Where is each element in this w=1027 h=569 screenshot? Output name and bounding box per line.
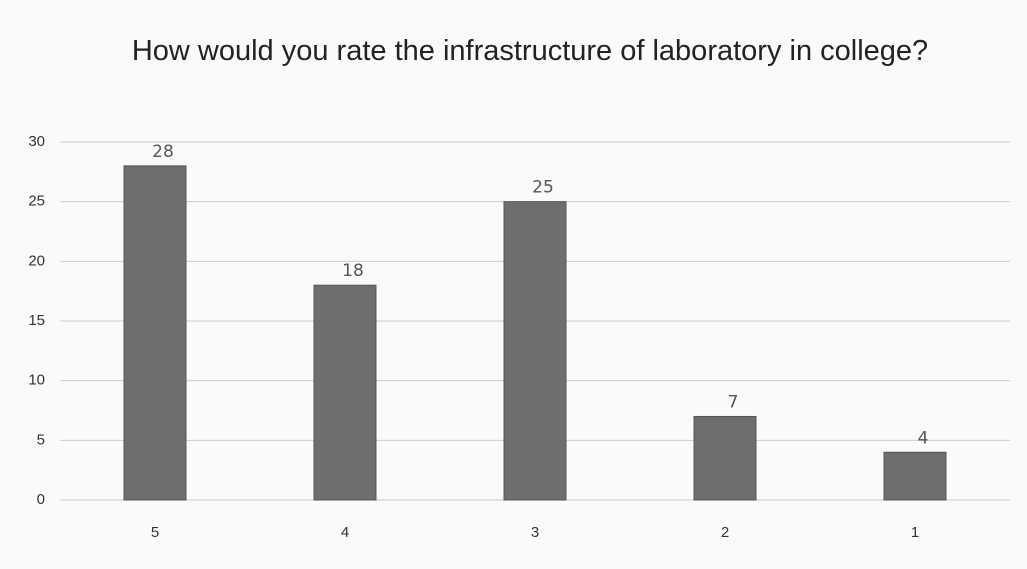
- x-tick-label: 5: [151, 524, 159, 541]
- y-tick-label: 0: [37, 491, 45, 508]
- bar: [313, 284, 377, 501]
- bar: [123, 165, 187, 501]
- y-tick-label: 20: [28, 252, 45, 269]
- data-label: 4: [918, 428, 929, 448]
- x-tick-label: 1: [911, 524, 919, 541]
- bar: [883, 451, 947, 501]
- data-label: 28: [152, 142, 174, 162]
- bar: [693, 415, 757, 501]
- x-tick-label: 2: [721, 524, 729, 541]
- y-tick-label: 15: [28, 312, 45, 329]
- y-tick-label: 30: [28, 133, 45, 150]
- bar: [503, 201, 567, 501]
- x-tick-label: 3: [531, 524, 539, 541]
- data-label: 7: [728, 392, 739, 412]
- y-tick-label: 10: [28, 372, 45, 389]
- y-tick-label: 25: [28, 193, 45, 210]
- chart-title: How would you rate the infrastructure of…: [131, 35, 929, 67]
- y-tick-label: 5: [37, 431, 45, 448]
- data-label: 25: [532, 178, 554, 198]
- x-tick-label: 4: [341, 524, 349, 541]
- data-label: 18: [342, 261, 364, 281]
